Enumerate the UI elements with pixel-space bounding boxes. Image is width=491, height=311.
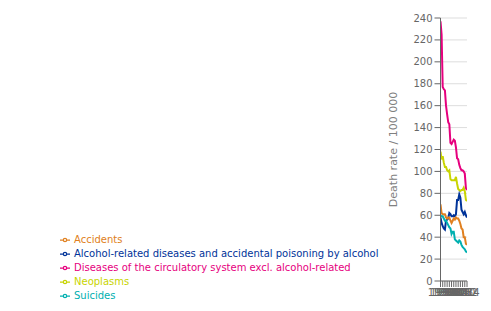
html-text:Neoplasms: Neoplasms	[74, 276, 130, 287]
svg-text:0: 0	[426, 276, 432, 287]
svg-text:2014: 2014	[454, 287, 479, 298]
svg-text:40: 40	[420, 232, 433, 243]
svg-text:240: 240	[413, 13, 432, 24]
html-text:Suicides: Suicides	[74, 290, 116, 301]
svg-text:220: 220	[413, 34, 432, 45]
svg-text:200: 200	[413, 56, 432, 67]
svg-text:140: 140	[413, 122, 432, 133]
svg-text:Death rate / 100 000: Death rate / 100 000	[387, 92, 400, 207]
svg-text:60: 60	[420, 210, 433, 221]
svg-text:100: 100	[413, 166, 432, 177]
html-text:Alcohol-related diseases and a: Alcohol-related diseases and accidental …	[74, 248, 379, 259]
html-text:Diseases of the circulatory sy: Diseases of the circulatory system excl.…	[74, 262, 351, 273]
svg-text:80: 80	[420, 188, 433, 199]
svg-text:180: 180	[413, 78, 432, 89]
svg-text:20: 20	[420, 254, 433, 265]
svg-text:120: 120	[413, 144, 432, 155]
svg-text:160: 160	[413, 100, 432, 111]
html-text:Accidents: Accidents	[74, 234, 123, 245]
